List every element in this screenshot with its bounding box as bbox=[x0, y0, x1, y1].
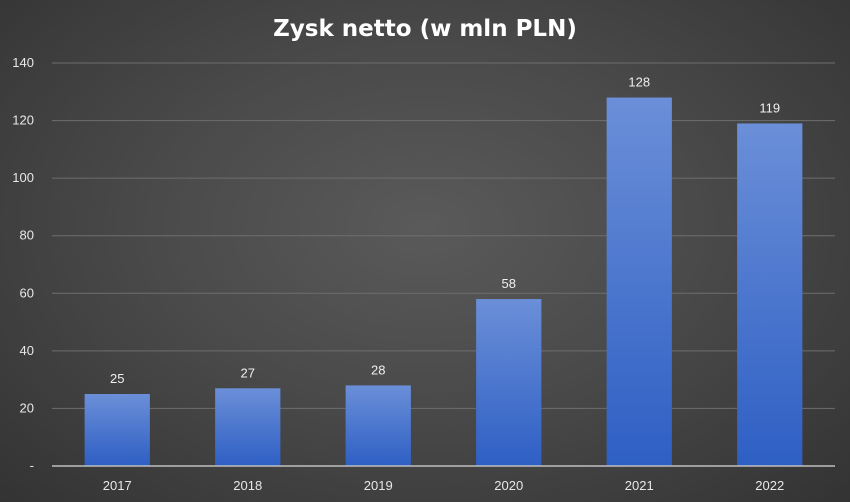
data-label-2017: 25 bbox=[110, 371, 124, 386]
data-label-2019: 28 bbox=[371, 362, 385, 377]
data-labels: 25 27 28 58 128 119 bbox=[110, 75, 780, 386]
bar-2017 bbox=[84, 394, 150, 466]
x-tick-label-2022: 2022 bbox=[755, 478, 784, 493]
y-tick-label: 80 bbox=[20, 228, 34, 243]
bar-2022 bbox=[737, 123, 803, 466]
y-tick-label: 40 bbox=[20, 343, 34, 358]
x-tick-label-2017: 2017 bbox=[103, 478, 132, 493]
y-axis-ticks: - 20 40 60 80 100 120 140 bbox=[12, 55, 34, 473]
x-tick-label-2019: 2019 bbox=[364, 478, 393, 493]
data-label-2022: 119 bbox=[759, 100, 780, 115]
x-tick-label-2018: 2018 bbox=[233, 478, 262, 493]
data-label-2020: 58 bbox=[502, 276, 516, 291]
y-tick-label: 60 bbox=[20, 285, 34, 300]
bar-2018 bbox=[215, 388, 281, 466]
x-tick-label-2021: 2021 bbox=[625, 478, 654, 493]
chart-title: Zysk netto (w mln PLN) bbox=[273, 16, 577, 42]
x-tick-label-2020: 2020 bbox=[494, 478, 523, 493]
y-tick-label: 140 bbox=[12, 55, 34, 70]
y-tick-label: 100 bbox=[12, 170, 34, 185]
x-axis-ticks: 2017 2018 2019 2020 2021 2022 bbox=[103, 478, 784, 493]
data-label-2018: 27 bbox=[241, 365, 255, 380]
bars bbox=[84, 97, 803, 467]
bar-2020 bbox=[476, 299, 542, 466]
data-label-2021: 128 bbox=[628, 75, 650, 90]
bar-2021 bbox=[606, 97, 672, 467]
y-tick-label: 120 bbox=[12, 113, 34, 128]
bar-2019 bbox=[345, 385, 411, 466]
y-tick-label: - bbox=[30, 458, 34, 473]
y-tick-label: 20 bbox=[20, 400, 34, 415]
gridlines bbox=[52, 62, 835, 409]
